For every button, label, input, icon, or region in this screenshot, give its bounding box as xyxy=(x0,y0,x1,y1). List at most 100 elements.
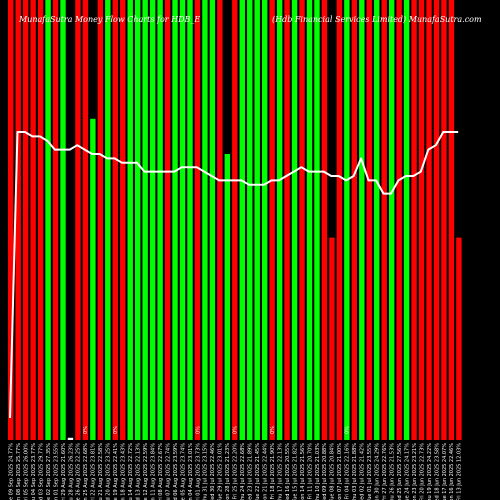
bar-14 xyxy=(112,0,118,440)
bar-43 xyxy=(329,237,335,440)
bar-24 xyxy=(187,0,193,440)
x-tick-label-8: Thu 28 Aug 2025 26.23% xyxy=(68,443,74,500)
x-tick-label-23: Tue 05 Aug 2025 23.74% xyxy=(180,443,186,500)
x-tick-label-50: Fri 27 Jun 2025 22.76% xyxy=(382,443,388,500)
bar-3 xyxy=(30,0,36,440)
bar-37 xyxy=(284,0,290,440)
x-tick-label-24: Mon 04 Aug 2025 23.01% xyxy=(188,443,194,500)
x-tick-label-47: Wed 02 Jul 2025 21.42% xyxy=(360,443,366,500)
bar-note-35: 0% xyxy=(270,426,276,434)
x-tick-label-43: Tue 08 Jul 2025 20.84% xyxy=(330,443,336,500)
bar-50 xyxy=(381,0,387,440)
x-tick-label-20: Fri 08 Aug 2025 22.67% xyxy=(158,443,164,500)
x-tick-label-56: Thu 19 Jun 2025 24.22% xyxy=(427,443,433,500)
x-tick-label-59: Mon 16 Jun 2025 22.46% xyxy=(449,443,455,500)
bar-note-10: 0% xyxy=(83,426,89,434)
x-tick-label-3: Thu 04 Sep 2025 23.77% xyxy=(31,443,37,500)
bar-note-25: 0% xyxy=(195,426,201,434)
bar-23 xyxy=(179,0,186,440)
x-tick-label-42: Wed 09 Jul 2025 20.88% xyxy=(322,443,328,500)
x-tick-label-31: Thu 24 Jul 2025 22.68% xyxy=(240,443,246,500)
bar-11 xyxy=(90,118,96,441)
x-tick-label-57: Wed 18 Jun 2025 23.58% xyxy=(434,443,440,500)
money-flow-line xyxy=(9,131,459,419)
x-tick-label-26: Thu 31 Jul 2025 23.15% xyxy=(203,443,209,500)
x-tick-label-36: Thu 17 Jul 2025 22.13% xyxy=(277,443,283,500)
x-tick-label-44: Mon 07 Jul 2025 21.00% xyxy=(337,443,343,500)
x-tick-label-35: Fri 18 Jul 2025 21.90% xyxy=(270,443,276,500)
x-tick-label-10: Mon 25 Aug 2025 22.68% xyxy=(83,443,89,500)
bar-60 xyxy=(456,237,462,440)
bar-30 xyxy=(232,0,238,440)
bar-2 xyxy=(22,0,29,440)
bar-7 xyxy=(60,0,66,440)
bar-21 xyxy=(164,0,171,440)
bar-9 xyxy=(75,0,81,440)
bar-36 xyxy=(276,0,283,440)
x-tick-label-53: Tue 24 Jun 2025 24.17% xyxy=(404,443,410,500)
bar-45 xyxy=(344,0,350,440)
bar-31 xyxy=(239,0,245,440)
bar-44 xyxy=(336,0,343,440)
bar-59 xyxy=(448,0,455,440)
bar-41 xyxy=(314,0,320,440)
x-tick-label-15: Mon 18 Aug 2025 23.43% xyxy=(121,443,127,500)
bars-layer xyxy=(8,0,462,441)
bar-12 xyxy=(97,0,104,440)
x-tick-label-40: Fri 11 Jul 2025 20.70% xyxy=(307,443,313,500)
bar-19 xyxy=(149,0,156,440)
x-tick-label-21: Thu 07 Aug 2025 22.74% xyxy=(165,443,171,500)
x-tick-label-33: Tue 22 Jul 2025 21.45% xyxy=(255,443,261,500)
x-tick-label-27: Wed 30 Jul 2025 22.46% xyxy=(210,443,216,500)
bar-note-14: 0% xyxy=(113,426,119,434)
bar-38 xyxy=(291,0,298,440)
x-tick-label-2: Fri 05 Sep 2025 26.00% xyxy=(23,443,29,500)
x-tick-label-38: Tue 15 Jul 2025 21.82% xyxy=(292,443,298,500)
bar-33 xyxy=(254,0,260,440)
bar-49 xyxy=(374,0,380,440)
bar-0 xyxy=(8,0,14,440)
x-tick-label-17: Wed 13 Aug 2025 22.13% xyxy=(135,443,141,500)
bar-39 xyxy=(299,0,305,440)
x-tick-label-6: Mon 01 Sep 2025 23.55% xyxy=(53,443,59,500)
chart-title-right: (Hdb Financial Services Limited) MunafaS… xyxy=(272,15,482,24)
x-tick-label-55: Fri 20 Jun 2025 22.73% xyxy=(419,443,425,500)
x-tick-label-54: Mon 23 Jun 2025 23.21% xyxy=(412,443,418,500)
x-tick-label-13: Wed 20 Aug 2025 23.25% xyxy=(106,443,112,500)
x-tick-label-18: Tue 12 Aug 2025 22.59% xyxy=(143,443,149,500)
x-tick-label-39: Mon 14 Jul 2025 21.56% xyxy=(300,443,306,500)
bar-18 xyxy=(142,0,148,440)
bar-15 xyxy=(120,0,126,440)
x-tick-label-60: Fri 13 Jun 2025 12.03% xyxy=(457,443,463,500)
x-tick-label-16: Thu 14 Aug 2025 22.72% xyxy=(128,443,134,500)
bar-48 xyxy=(366,0,372,440)
bar-6 xyxy=(52,0,59,440)
bar-note-30: 0% xyxy=(233,426,239,434)
bar-58 xyxy=(441,0,447,440)
bar-5 xyxy=(45,0,51,440)
bar-42 xyxy=(321,0,328,440)
bar-47 xyxy=(359,0,365,440)
bar-note-45: 0% xyxy=(345,426,351,434)
x-tick-label-37: Wed 16 Jul 2025 20.55% xyxy=(285,443,291,500)
bar-32 xyxy=(247,0,253,440)
notes-layer: 0% 0% 0% 0% 0% 0% xyxy=(83,426,350,434)
x-tick-label-9: Tue 26 Aug 2025 22.25% xyxy=(76,443,82,500)
bar-57 xyxy=(433,0,440,440)
x-tick-label-14: Tue 19 Aug 2025 22.41% xyxy=(113,443,119,500)
bar-22 xyxy=(172,0,178,440)
x-tick-label-22: Wed 06 Aug 2025 23.59% xyxy=(173,443,179,500)
x-tick-label-58: Tue 17 Jun 2025 24.07% xyxy=(442,443,448,500)
x-tick-label-5: Tue 02 Sep 2025 27.35% xyxy=(46,443,52,500)
x-tick-label-7: Fri 29 Aug 2025 21.60% xyxy=(61,443,67,500)
x-tick-label-19: Mon 11 Aug 2025 23.84% xyxy=(150,443,156,500)
x-tick-label-46: Thu 03 Jul 2025 21.88% xyxy=(352,443,358,500)
x-tick-label-51: Thu 26 Jun 2025 21.53% xyxy=(389,443,395,500)
x-tick-label-0: Tue 09 Sep 2025 24.77% xyxy=(9,443,15,500)
bar-40 xyxy=(306,0,313,440)
bar-4 xyxy=(37,0,44,440)
chart-title-left: MunafaSutra Money Flow Charts for HDB_E xyxy=(18,15,200,24)
x-tick-label-28: Tue 29 Jul 2025 23.01% xyxy=(218,443,224,500)
bar-28 xyxy=(217,0,223,440)
x-tick-label-49: Mon 30 Jun 2025 24.29% xyxy=(375,443,381,500)
